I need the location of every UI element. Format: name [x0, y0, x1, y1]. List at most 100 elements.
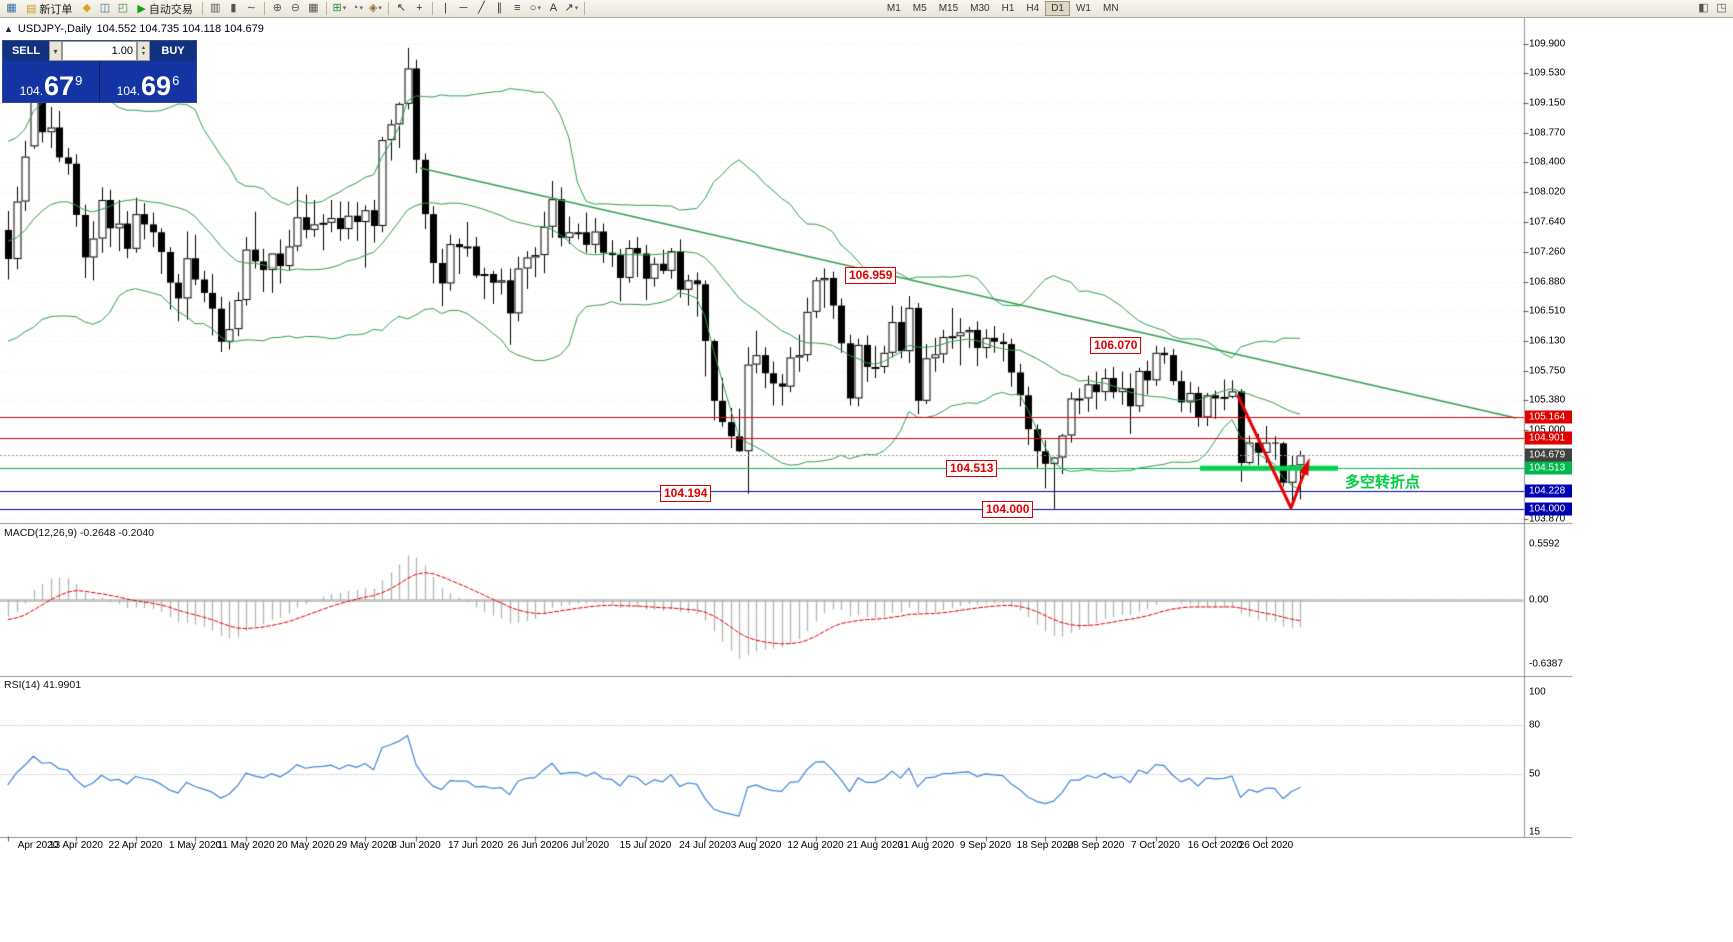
price-tick: 105.750: [1529, 365, 1566, 377]
timeframe-mn[interactable]: MN: [1102, 3, 1119, 14]
arrows-icon-dropdown: ▾: [574, 5, 579, 12]
toolbar-separator: [325, 2, 327, 15]
line-chart-icon[interactable]: ∼: [243, 1, 260, 16]
buy-price-prefix: 104.: [116, 84, 141, 98]
volume-up-icon[interactable]: ▴: [141, 45, 145, 51]
new-chart-icon[interactable]: ▦: [3, 1, 20, 16]
autotrading-button[interactable]: ▶ 自动交易: [132, 1, 197, 16]
price-annotation-104.000[interactable]: 104.000: [982, 501, 1034, 518]
timeframe-m5[interactable]: M5: [912, 3, 927, 14]
chart-symbol-period: USDJPY-,Daily: [17, 23, 92, 35]
timeframe-h1[interactable]: H1: [1001, 3, 1015, 14]
timeframe-m30[interactable]: M30: [970, 3, 990, 14]
timeframe-h4[interactable]: H4: [1026, 3, 1040, 14]
cursor-icon[interactable]: ↖: [393, 1, 410, 16]
price-box-104.679: 104.679: [1525, 448, 1572, 462]
toolbar-separator: [387, 2, 389, 15]
timeframe-d1[interactable]: D1: [1045, 1, 1070, 16]
price-tick: 105.000: [1529, 424, 1566, 436]
bar-chart-icon[interactable]: ▥: [207, 1, 224, 16]
date-label: 29 May 2020: [336, 840, 394, 851]
shapes-icon[interactable]: ○ ▾: [527, 1, 544, 16]
price-annotation-106.959[interactable]: 106.959: [845, 267, 897, 284]
new-order-button-label: 新订单: [39, 3, 73, 16]
indicators-icon[interactable]: ⊞ ▾: [331, 1, 348, 16]
fibonacci-icon[interactable]: ≡: [509, 1, 526, 16]
arrows-icon[interactable]: ↗ ▾: [563, 1, 580, 16]
toolbar-separator: [201, 2, 203, 15]
horizontal-line-icon[interactable]: ─: [455, 1, 472, 16]
profiles-icon[interactable]: ◆: [78, 1, 95, 16]
text-icon: A: [549, 2, 558, 14]
price-box-105.164: 105.164: [1525, 410, 1572, 424]
indicators-icon-dropdown: ▾: [342, 5, 347, 12]
date-label: 20 May 2020: [276, 840, 335, 851]
sell-button[interactable]: SELL: [3, 41, 49, 61]
trendline-icon: ╱: [478, 2, 485, 14]
date-label: 13 Apr 2020: [49, 840, 103, 851]
toolbar-separator: [263, 2, 265, 15]
autotrading-play-icon: ▶: [137, 3, 146, 15]
new-order-button[interactable]: ▤ 新订单: [21, 1, 77, 16]
candlestick-chart-icon[interactable]: ▮: [225, 1, 242, 16]
price-annotation-104.194[interactable]: 104.194: [660, 485, 712, 502]
bar-chart-icon: ▥: [210, 2, 221, 14]
timeframe-w1[interactable]: W1: [1075, 3, 1091, 14]
options-icon[interactable]: ◳: [1713, 1, 1730, 16]
date-label: 7 Oct 2020: [1131, 840, 1180, 851]
date-label: 26 Oct 2020: [1238, 840, 1294, 851]
tile-windows-icon[interactable]: ▦: [305, 1, 322, 16]
sell-price[interactable]: 104. 67 9: [3, 61, 100, 102]
docking-icon[interactable]: ◧: [1695, 1, 1712, 16]
tile-windows-icon: ▦: [308, 2, 319, 14]
market-watch-icon: ◫: [99, 2, 111, 14]
autotrading-button-label: 自动交易: [148, 3, 193, 16]
templates-icon-dropdown: ▾: [378, 5, 382, 12]
zoom-out-icon: ⊖: [290, 2, 300, 14]
turning-point-label[interactable]: 多空转折点: [1345, 474, 1421, 491]
shapes-icon-dropdown: ▾: [537, 5, 541, 12]
rsi-value: 41.9901: [43, 679, 82, 691]
periods-icon[interactable]: ◔ ▾: [349, 1, 366, 16]
buy-button[interactable]: BUY: [150, 41, 196, 61]
navigator-icon[interactable]: ◰: [114, 1, 131, 16]
arrows-icon: ↗: [564, 2, 574, 14]
market-watch-icon[interactable]: ◫: [96, 1, 113, 16]
date-label: 16 Oct 2020: [1187, 840, 1243, 851]
volume-spinner[interactable]: ▴ ▾: [137, 41, 150, 61]
zoom-in-icon[interactable]: ⊕: [269, 1, 286, 16]
one-click-prices: 104. 67 9 104. 69 6: [3, 61, 196, 102]
rsi-name: RSI(14): [4, 679, 41, 691]
vertical-line-icon[interactable]: |: [437, 1, 454, 16]
volume-input[interactable]: [62, 41, 137, 61]
price-annotation-106.070[interactable]: 106.070: [1090, 337, 1142, 354]
text-icon[interactable]: A: [545, 1, 562, 16]
price-annotation-104.513[interactable]: 104.513: [946, 460, 998, 477]
price-box-104.513: 104.513: [1525, 461, 1572, 475]
price-tick: 106.130: [1529, 335, 1566, 347]
buy-price[interactable]: 104. 69 6: [100, 61, 196, 102]
date-label: 21 Aug 2020: [846, 840, 904, 851]
shapes-icon: ○: [529, 2, 537, 14]
channel-icon[interactable]: ∥: [491, 1, 508, 16]
sell-price-prefix: 104.: [19, 84, 44, 98]
macd-axis-tick: -0.6387: [1529, 658, 1563, 670]
macd-name: MACD(12,26,9): [4, 527, 77, 539]
crosshair-icon[interactable]: +: [411, 1, 428, 16]
line-chart-icon: ∼: [246, 2, 256, 14]
sell-dropdown-icon[interactable]: ▾: [49, 41, 62, 61]
price-tick: 103.870: [1529, 513, 1566, 525]
timeframe-m1[interactable]: M1: [886, 3, 901, 14]
rsi-axis-tick: 15: [1529, 826, 1541, 838]
trendline-icon[interactable]: ╱: [473, 1, 490, 16]
volume-down-icon[interactable]: ▾: [141, 51, 145, 57]
zoom-out-icon[interactable]: ⊖: [287, 1, 304, 16]
price-box-104.228: 104.228: [1525, 484, 1572, 498]
timeframe-m15[interactable]: M15: [938, 3, 959, 14]
date-label: 8 Jun 2020: [391, 840, 441, 851]
macd-axis-tick: 0.5592: [1529, 538, 1560, 550]
sell-price-pips: 67: [44, 71, 75, 101]
navigator-icon: ◰: [117, 2, 129, 14]
templates-icon[interactable]: ◈ ▾: [367, 1, 384, 16]
